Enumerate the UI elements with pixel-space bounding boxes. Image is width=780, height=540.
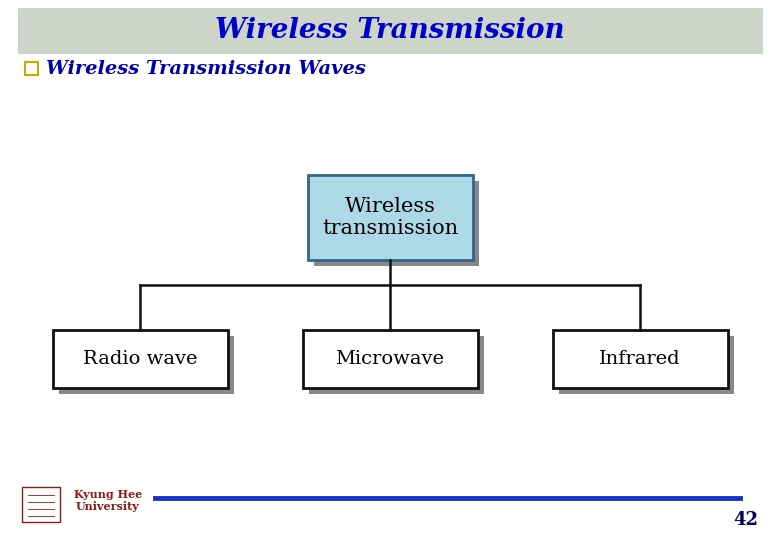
Bar xyxy=(558,336,733,394)
Bar xyxy=(303,330,477,388)
Text: Wireless Transmission: Wireless Transmission xyxy=(215,17,565,44)
Bar xyxy=(22,487,60,522)
Text: Wireless Transmission Waves: Wireless Transmission Waves xyxy=(46,59,366,78)
Bar xyxy=(307,175,473,260)
Text: Radio wave: Radio wave xyxy=(83,350,197,368)
Bar xyxy=(25,62,38,75)
Text: Kyung Hee: Kyung Hee xyxy=(74,489,142,500)
Bar xyxy=(309,336,484,394)
Bar xyxy=(58,336,233,394)
Bar xyxy=(18,8,763,54)
Text: Wireless
transmission: Wireless transmission xyxy=(322,197,458,238)
Text: Infrared: Infrared xyxy=(599,350,681,368)
Text: Microwave: Microwave xyxy=(335,350,445,368)
Text: 42: 42 xyxy=(733,511,758,529)
Bar xyxy=(314,181,478,266)
Text: University: University xyxy=(76,501,140,512)
Bar xyxy=(52,330,228,388)
Bar xyxy=(552,330,728,388)
